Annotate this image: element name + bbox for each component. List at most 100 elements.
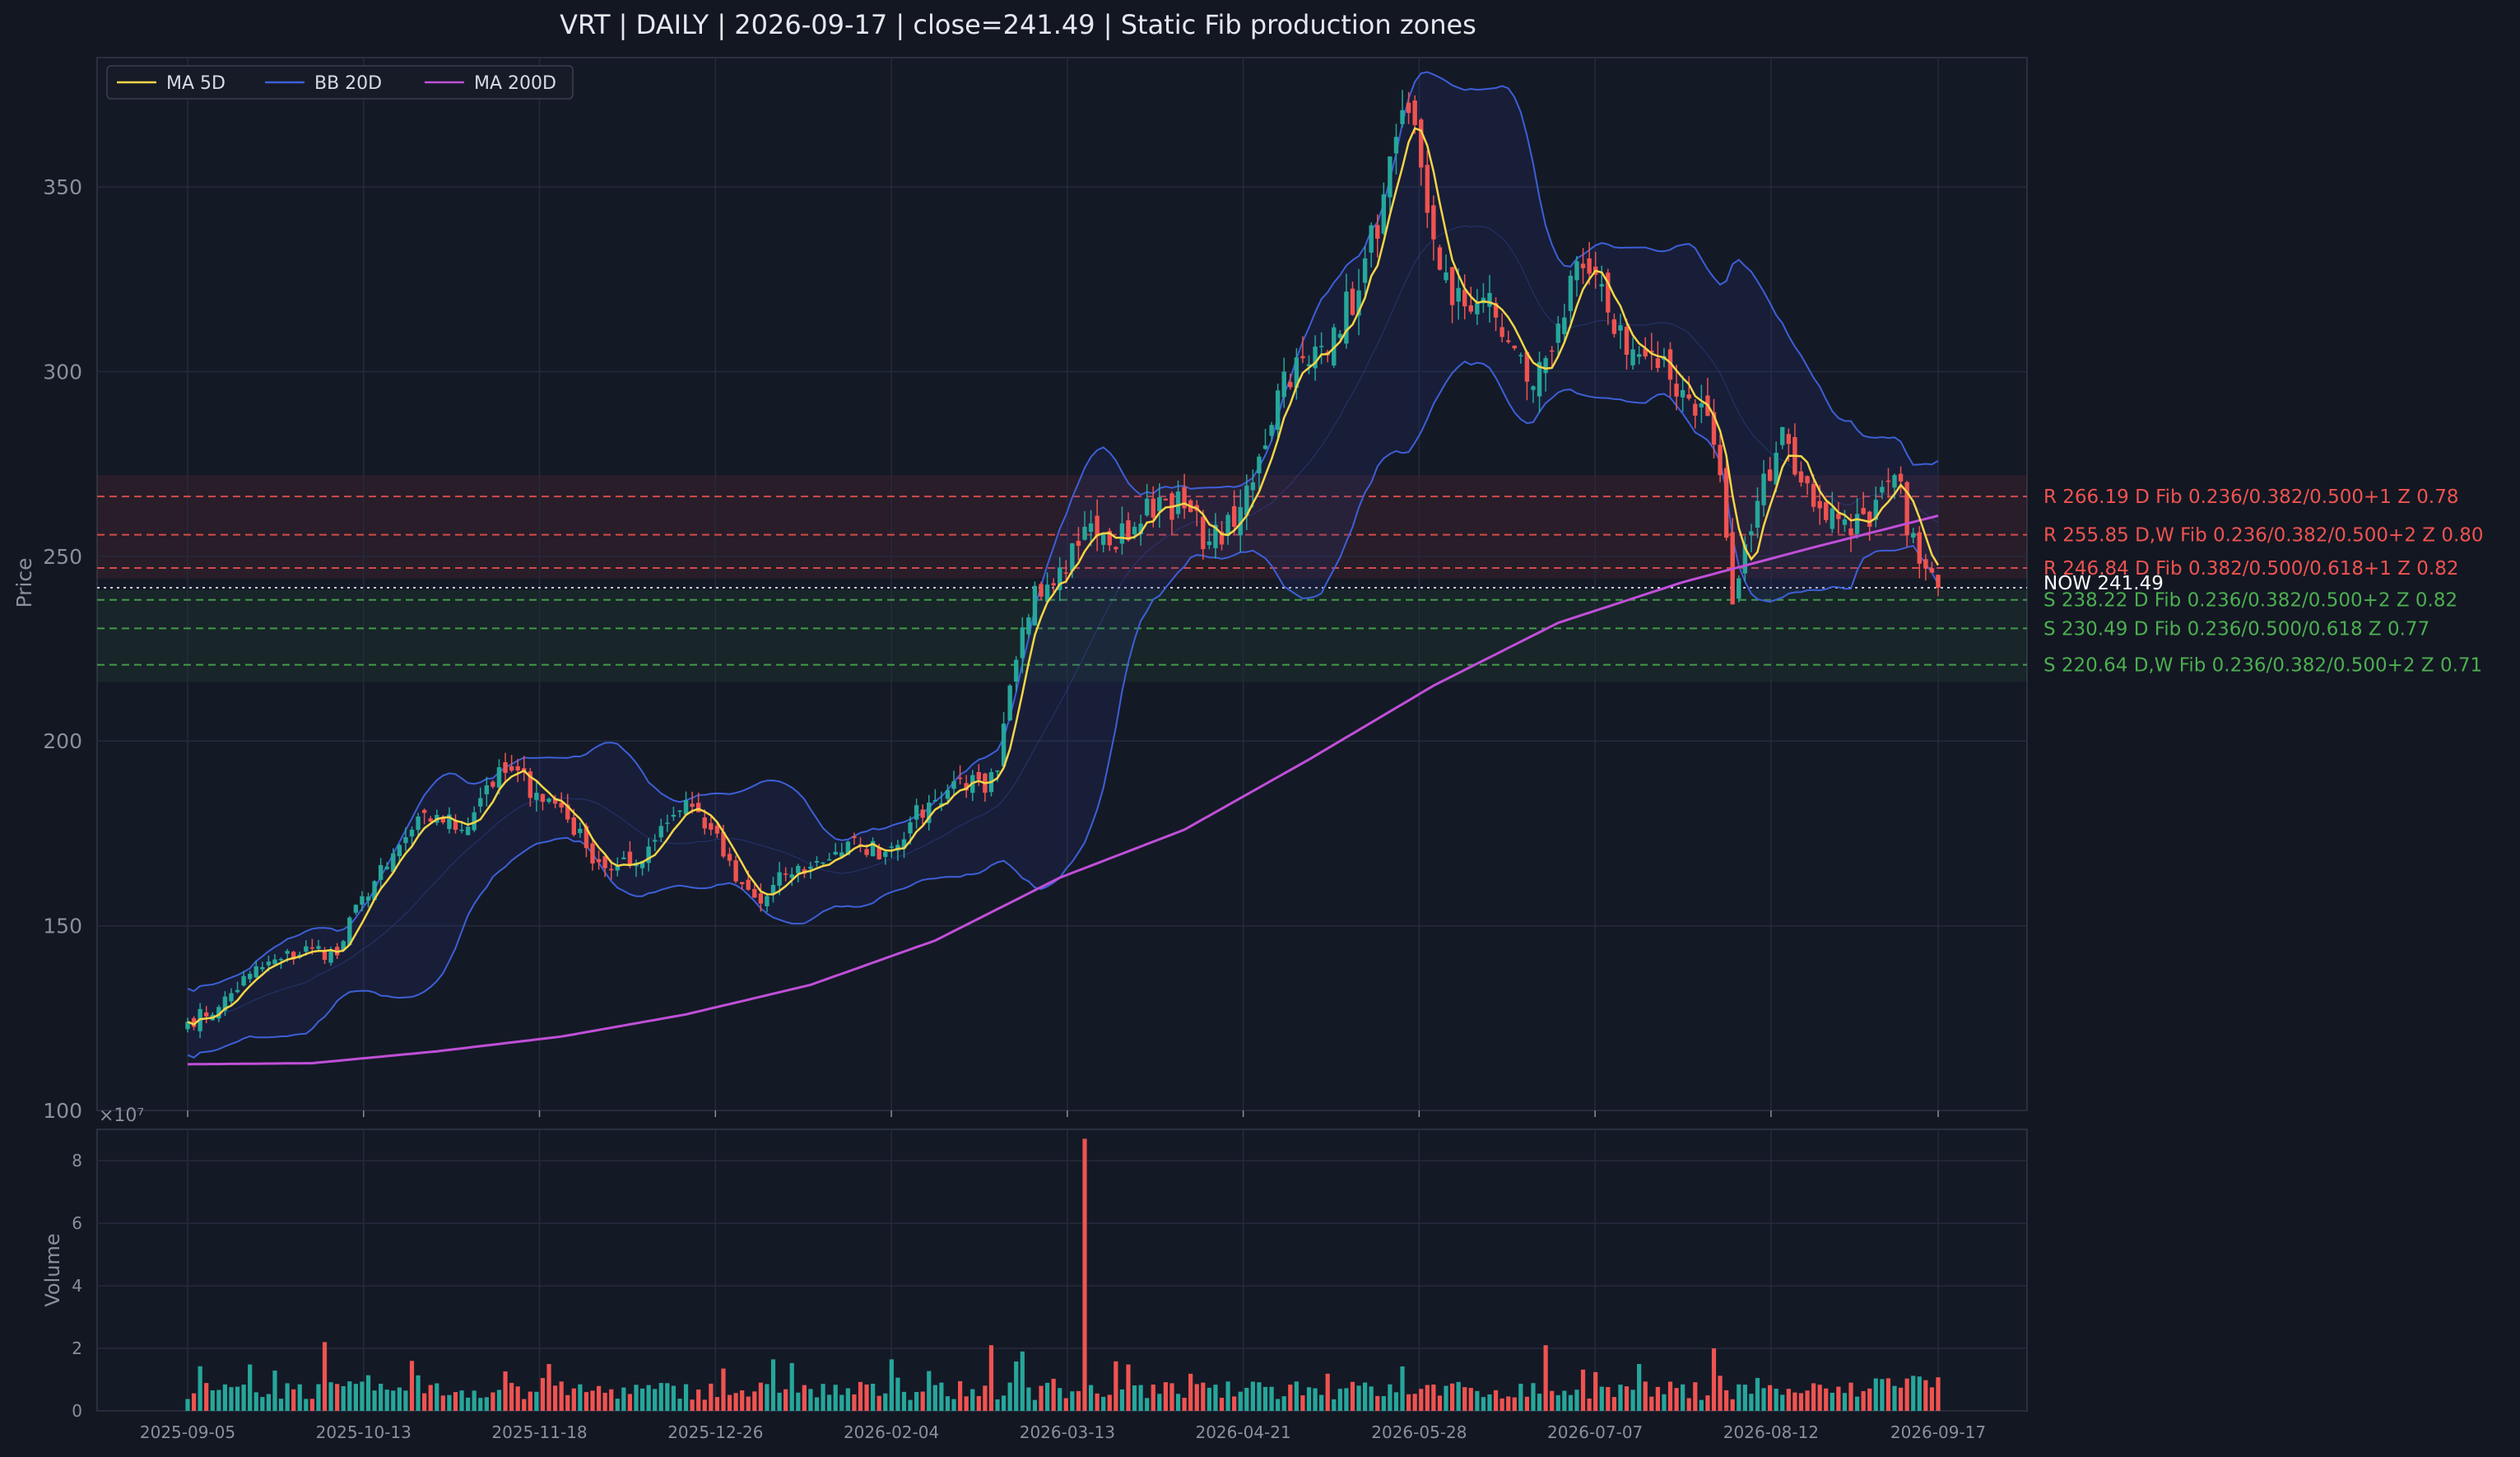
candle-body xyxy=(627,851,633,865)
candle-body xyxy=(378,864,384,880)
candle-body xyxy=(1318,346,1324,347)
candle-body xyxy=(503,761,508,773)
candle-body xyxy=(1157,497,1162,512)
volume-bar xyxy=(1885,1378,1891,1411)
candle-body xyxy=(733,860,738,882)
candle-body xyxy=(1923,559,1928,569)
candle-body xyxy=(765,896,769,906)
volume-bar xyxy=(596,1385,602,1411)
candle-body xyxy=(1132,526,1137,535)
volume-bar xyxy=(796,1392,801,1411)
candle-body xyxy=(328,950,333,963)
volume-bar xyxy=(615,1399,620,1411)
volume-bar xyxy=(871,1383,876,1411)
candle-body xyxy=(546,798,551,803)
x-tick-label: 2026-03-13 xyxy=(1020,1422,1115,1442)
volume-bar xyxy=(895,1377,900,1411)
volume-bar xyxy=(609,1389,614,1411)
candle-body xyxy=(1549,350,1555,352)
candle-body xyxy=(957,777,963,780)
candle-body xyxy=(1344,291,1349,344)
candle-body xyxy=(1537,361,1542,397)
candle-body xyxy=(945,789,951,799)
candle-body xyxy=(1201,516,1206,550)
candle-body xyxy=(1207,541,1212,546)
candle-body xyxy=(1101,534,1106,545)
volume-bar xyxy=(1761,1388,1766,1411)
volume-bar xyxy=(266,1394,272,1411)
volume-bar xyxy=(416,1375,421,1411)
candle-body xyxy=(739,882,745,885)
volume-bar xyxy=(335,1384,340,1411)
candle-body xyxy=(1182,486,1187,509)
volume-bar xyxy=(428,1385,433,1411)
volume-bar xyxy=(1419,1389,1424,1411)
candle-body xyxy=(1225,514,1230,536)
volume-bar xyxy=(876,1395,881,1411)
volume-bar xyxy=(864,1384,869,1411)
volume-bar xyxy=(1911,1376,1916,1411)
candle-body xyxy=(191,1017,197,1027)
candle-body xyxy=(615,864,620,871)
candle-body xyxy=(770,884,776,894)
volume-bar xyxy=(1294,1381,1299,1411)
candle-body xyxy=(528,771,533,798)
bollinger-band-fill xyxy=(188,72,1938,1058)
x-tick-label: 2026-05-28 xyxy=(1371,1422,1467,1442)
candle-body xyxy=(883,851,888,857)
candle-body xyxy=(1898,473,1904,482)
candle-body xyxy=(453,821,458,831)
volume-bar xyxy=(1175,1394,1181,1411)
volume-bar xyxy=(758,1382,763,1411)
volume-bar xyxy=(1207,1387,1211,1411)
volume-bar xyxy=(1643,1381,1648,1411)
candle-body xyxy=(1144,498,1150,516)
volume-bar xyxy=(1281,1396,1286,1411)
candle-body xyxy=(1499,327,1504,337)
candle-body xyxy=(496,767,502,788)
volume-bar xyxy=(1842,1393,1848,1411)
resistance-zone xyxy=(97,475,2027,579)
volume-bar xyxy=(752,1391,757,1411)
volume-bar xyxy=(1737,1384,1741,1411)
candle-body xyxy=(876,847,881,859)
volume-bar xyxy=(889,1359,894,1411)
candle-body xyxy=(1119,523,1125,544)
volume-bar xyxy=(765,1384,769,1411)
candle-body xyxy=(596,859,602,863)
volume-bar xyxy=(297,1384,302,1411)
candle-body xyxy=(478,798,483,807)
candle-body xyxy=(914,805,919,820)
volume-bar xyxy=(1157,1394,1162,1411)
volume-bar xyxy=(1724,1390,1729,1411)
candle-body xyxy=(229,993,234,1002)
volume-bar xyxy=(1568,1394,1574,1411)
volume-bar xyxy=(578,1384,583,1411)
candle-body xyxy=(341,941,346,951)
volume-bar xyxy=(1188,1373,1193,1411)
volume-bar xyxy=(248,1364,253,1411)
candle-body xyxy=(360,896,365,905)
candle-body xyxy=(590,843,595,863)
volume-bar xyxy=(1699,1399,1704,1411)
volume-bar xyxy=(1325,1373,1330,1411)
candle-body xyxy=(1848,528,1853,536)
volume-bar xyxy=(1755,1377,1760,1411)
candle-body xyxy=(540,794,546,803)
candle-body xyxy=(584,826,589,849)
candle-body xyxy=(534,793,539,800)
price-axis-label: Price xyxy=(12,558,36,608)
volume-bar xyxy=(528,1391,532,1411)
volume-bar xyxy=(1369,1386,1374,1411)
volume-bar xyxy=(1213,1385,1218,1411)
volume-bar xyxy=(1898,1387,1904,1411)
volume-bar xyxy=(522,1399,527,1411)
volume-bar xyxy=(384,1390,389,1411)
candle-body xyxy=(1281,371,1286,398)
candle-body xyxy=(695,803,701,812)
candle-body xyxy=(241,975,246,986)
candle-body xyxy=(1824,501,1829,520)
candle-body xyxy=(1231,505,1237,527)
candle-body xyxy=(901,839,907,849)
